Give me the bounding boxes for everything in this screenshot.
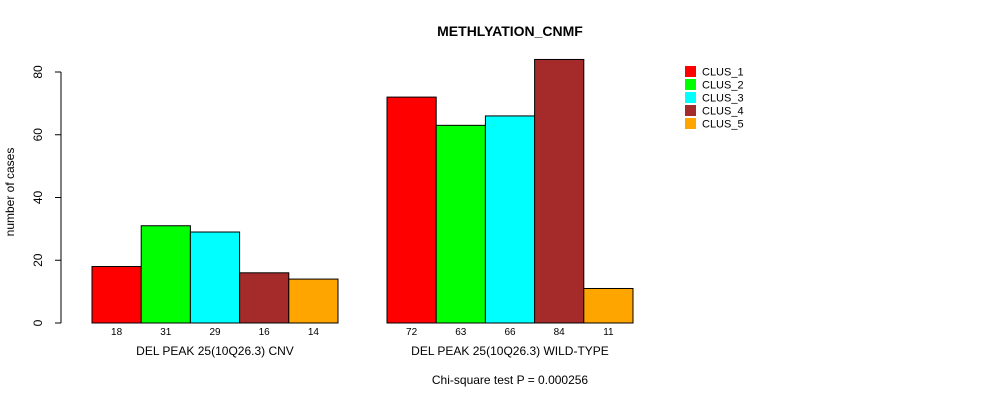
y-tick-label: 20 xyxy=(31,253,45,267)
bar-count-label: 18 xyxy=(111,327,123,338)
bar-count-label: 84 xyxy=(554,327,566,338)
bar-count-label: 11 xyxy=(603,327,614,338)
y-axis: 0 20 40 60 80 xyxy=(31,65,62,326)
bar xyxy=(140,225,191,324)
bar-group: 18 31 29 16 14 DEL PEAK 25(10Q26.3) CNV xyxy=(91,225,339,358)
chi-square-footer: Chi-square test P = 0.000256 xyxy=(432,373,589,387)
bar xyxy=(484,115,536,324)
bar xyxy=(435,124,486,324)
bar-count-label: 16 xyxy=(259,327,271,338)
bar xyxy=(189,231,241,324)
legend-swatch xyxy=(685,66,696,77)
bar-count-label: 14 xyxy=(308,327,320,338)
legend-label: CLUS_1 xyxy=(702,67,744,79)
bar xyxy=(288,278,339,324)
legend-swatch xyxy=(685,79,696,90)
category-label: DEL PEAK 25(10Q26.3) CNV xyxy=(136,344,294,358)
bar-count-label: 31 xyxy=(160,327,172,338)
legend-item: CLUS_4 xyxy=(685,105,744,118)
bar-groups: 18 31 29 16 14 DEL PEAK 25(10Q26.3) CNV 72 63 66… xyxy=(91,58,634,358)
bar-group: 72 63 66 84 11 DEL PEAK 25(10Q26.3) WILD-TYPE xyxy=(386,58,634,358)
legend-item: CLUS_3 xyxy=(685,92,744,105)
bar-count-label: 29 xyxy=(209,327,221,338)
chart-title: METHLYATION_CNMF xyxy=(437,23,583,39)
y-tick-label: 0 xyxy=(31,319,45,326)
legend-swatch xyxy=(685,105,696,116)
bar xyxy=(91,266,142,324)
legend-swatch xyxy=(685,92,696,103)
legend-item: CLUS_5 xyxy=(685,118,744,131)
legend-label: CLUS_5 xyxy=(702,119,744,131)
bar xyxy=(239,272,290,324)
legend-item: CLUS_1 xyxy=(685,66,744,79)
legend-label: CLUS_2 xyxy=(702,80,744,92)
bar xyxy=(386,96,437,324)
legend-swatch xyxy=(685,118,696,129)
legend-label: CLUS_3 xyxy=(702,93,744,105)
y-tick-label: 80 xyxy=(31,65,45,79)
category-label: DEL PEAK 25(10Q26.3) WILD-TYPE xyxy=(411,344,609,358)
bar-count-label: 66 xyxy=(504,327,516,338)
bar-count-label: 63 xyxy=(455,327,467,338)
legend-label: CLUS_4 xyxy=(702,106,744,118)
bar xyxy=(583,287,634,324)
y-tick-label: 40 xyxy=(31,191,45,205)
bar xyxy=(534,58,585,324)
y-tick-label: 60 xyxy=(31,128,45,142)
y-axis-label: number of cases xyxy=(3,148,17,237)
legend-item: CLUS_2 xyxy=(685,79,744,92)
bar-count-label: 72 xyxy=(406,327,418,338)
